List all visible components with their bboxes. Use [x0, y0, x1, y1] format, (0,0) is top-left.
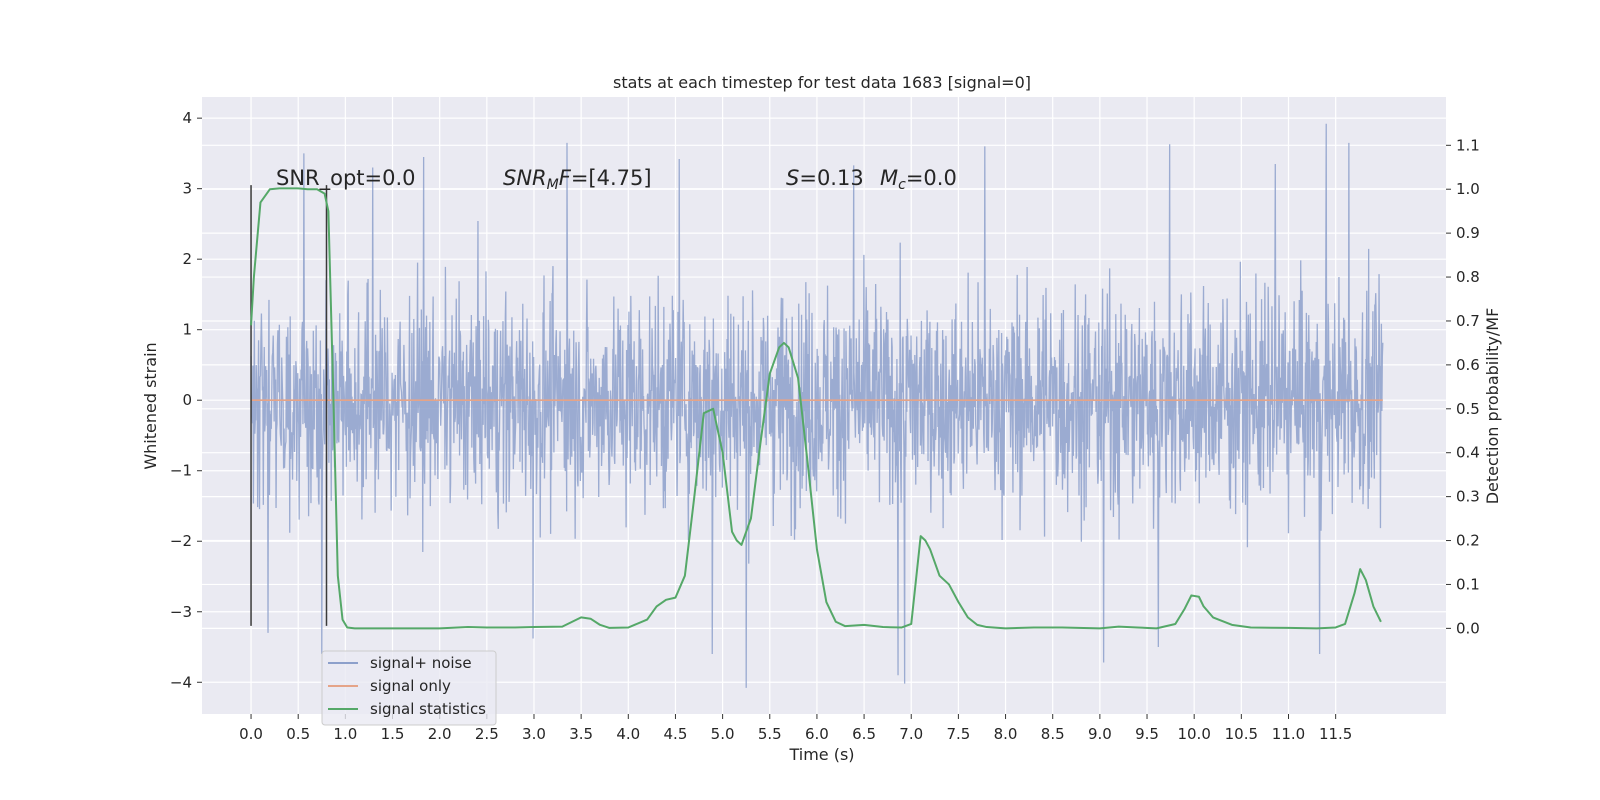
snr-mf-annotation: SNRMF=[4.75]: [503, 166, 652, 193]
x-tick-label: 9.0: [1088, 725, 1112, 743]
x-tick-label: 7.0: [899, 725, 923, 743]
right-y-tick-label: 0.2: [1456, 532, 1480, 550]
signal-noise-series: [250, 123, 1384, 688]
x-tick-label: 6.0: [805, 725, 829, 743]
left-y-tick-label: 0: [182, 391, 192, 409]
right-y-tick-label: 0.9: [1456, 224, 1480, 242]
x-tick-label: 10.5: [1225, 725, 1258, 743]
x-tick-label: 2.0: [428, 725, 452, 743]
x-tick-label: 3.0: [522, 725, 546, 743]
right-y-tick-label: 0.0: [1456, 619, 1480, 637]
x-tick-label: 5.5: [758, 725, 782, 743]
right-y-tick-label: 0.5: [1456, 400, 1480, 418]
x-axis-ticks: 0.0 0.5 1.0 1.5 2.0 2.5 3.0 3.5 4.0 4.5 5.0 5.5 6.0 6…: [239, 714, 1352, 743]
left-y-axis-label: Whitened strain: [141, 342, 160, 469]
signal-statistics-series: [250, 187, 1382, 630]
right-y-tick-label: 0.7: [1456, 312, 1480, 330]
mc-annotation: Mc=0.0: [880, 166, 957, 193]
legend: signal+ noise signal only signal statist…: [321, 650, 497, 726]
legend-label-signal: signal only: [370, 677, 451, 695]
left-y-tick-label: 2: [182, 250, 192, 268]
x-tick-label: 4.0: [616, 725, 640, 743]
x-tick-label: 11.5: [1319, 725, 1352, 743]
left-y-tick-label: 1: [182, 321, 192, 339]
x-tick-label: 3.5: [569, 725, 593, 743]
right-y-tick-label: 0.8: [1456, 268, 1480, 286]
legend-label-noise: signal+ noise: [370, 654, 472, 672]
right-y-tick-label: 0.1: [1456, 575, 1480, 593]
x-tick-label: 2.5: [475, 725, 499, 743]
left-y-tick-label: −1: [170, 462, 192, 480]
legend-box: [321, 650, 497, 726]
x-axis-label: Time (s): [788, 745, 854, 764]
left-y-tick-label: 4: [182, 109, 192, 127]
legend-label-stats: signal statistics: [370, 700, 486, 718]
x-tick-label: 9.5: [1135, 725, 1159, 743]
window-markers: [250, 185, 328, 626]
x-tick-label: 8.5: [1041, 725, 1065, 743]
x-tick-label: 8.0: [994, 725, 1018, 743]
x-tick-label: 7.5: [946, 725, 970, 743]
x-tick-label: 10.0: [1177, 725, 1210, 743]
left-y-tick-label: 3: [182, 180, 192, 198]
x-tick-label: 4.5: [664, 725, 688, 743]
signal-statistics-line: [250, 187, 1382, 630]
right-y-axis-label: Detection probability/MF: [1483, 308, 1502, 505]
right-y-tick-label: 0.6: [1456, 356, 1480, 374]
x-tick-label: 11.0: [1272, 725, 1305, 743]
x-tick-label: 0.0: [239, 725, 263, 743]
x-tick-label: 0.5: [286, 725, 310, 743]
signal-noise-line: [250, 123, 1384, 688]
right-y-tick-label: 0.3: [1456, 488, 1480, 506]
s-annotation: S=0.13: [786, 166, 864, 190]
right-y-tick-label: 1.0: [1456, 180, 1480, 198]
chart-title: stats at each timestep for test data 168…: [613, 73, 1031, 92]
right-y-tick-label: 0.4: [1456, 444, 1480, 462]
grid-lines: [202, 97, 1446, 714]
right-y-axis-ticks: 1.1 1.0 0.9 0.8 0.7 0.6 0.5 0.4 0.3 0.2 0.1 0.0: [1446, 136, 1480, 637]
right-y-tick-label: 1.1: [1456, 136, 1480, 154]
left-y-tick-label: −3: [170, 603, 192, 621]
x-tick-label: 6.5: [852, 725, 876, 743]
left-y-tick-label: −4: [170, 673, 192, 691]
x-tick-label: 1.5: [381, 725, 405, 743]
left-y-axis-ticks: 4 3 2 1 0 −1 −2 −3 −4: [170, 109, 202, 691]
left-y-tick-label: −2: [170, 532, 192, 550]
x-tick-label: 1.0: [333, 725, 357, 743]
x-tick-label: 5.0: [711, 725, 735, 743]
snr-opt-annotation: SNR_opt=0.0: [276, 166, 416, 191]
